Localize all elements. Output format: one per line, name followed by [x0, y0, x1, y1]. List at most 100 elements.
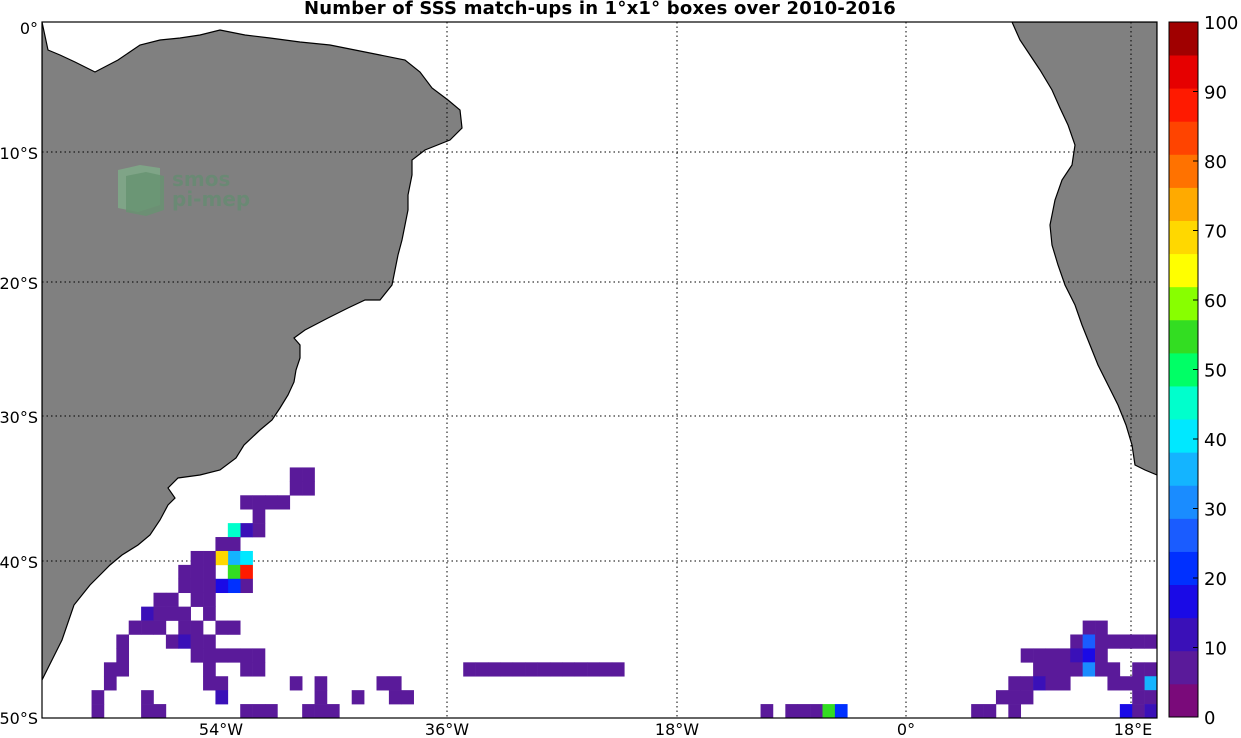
colorbar [1169, 22, 1198, 718]
matchup-cell [277, 495, 291, 510]
matchup-cell [587, 662, 600, 677]
colorbar-segment [1169, 551, 1198, 586]
matchup-cell [823, 718, 836, 732]
matchup-cell [203, 578, 216, 594]
matchup-cell [1095, 620, 1108, 635]
matchup-cell [190, 564, 204, 580]
matchup-cell [252, 509, 266, 524]
matchup-cell [302, 481, 315, 496]
matchup-cell [500, 662, 514, 677]
matchup-cell [1082, 634, 1096, 649]
matchup-cell [190, 592, 204, 607]
matchup-cell [1132, 634, 1145, 649]
colorbar-segment [1169, 22, 1198, 56]
matchup-cell [252, 662, 266, 677]
colorbar-segment [1169, 154, 1198, 188]
matchup-cell [203, 550, 216, 566]
matchup-cell [165, 592, 179, 607]
matchup-cell [525, 662, 538, 677]
matchup-cell [215, 620, 229, 635]
matchup-cell [252, 704, 266, 718]
matchup-cell [995, 690, 1009, 705]
matchup-cell [1057, 662, 1071, 677]
matchup-cell [240, 495, 253, 510]
lat-label: 50°S [0, 709, 38, 728]
matchup-cell [203, 564, 216, 580]
matchup-cell [190, 620, 204, 635]
matchup-cell [314, 704, 328, 718]
lon-label: 54°W [199, 720, 243, 738]
matchup-cell [1070, 662, 1083, 677]
matchup-cell [252, 523, 266, 538]
colorbar-segment [1169, 121, 1198, 155]
matchup-cell [1144, 662, 1157, 677]
matchup-cell [1132, 690, 1145, 705]
colorbar-tick-label: 50 [1204, 361, 1227, 382]
matchup-cell [289, 676, 303, 691]
matchup-cell [983, 704, 997, 718]
matchup-cell [227, 578, 241, 594]
matchup-cell [537, 662, 551, 677]
matchup-cell [475, 662, 489, 677]
matchup-cell [91, 690, 105, 705]
colorbar-tick-label: 30 [1204, 500, 1227, 521]
matchup-cell [227, 564, 241, 580]
matchup-cell [240, 578, 253, 594]
colorbar-tick-label: 90 [1204, 83, 1227, 104]
matchup-cell [203, 634, 216, 649]
matchup-cell [797, 704, 811, 718]
matchup-cell [376, 676, 390, 691]
matchup-cell [240, 564, 253, 580]
matchup-cell [574, 662, 588, 677]
matchup-cell [252, 648, 266, 663]
matchup-cell [1082, 662, 1096, 677]
colorbar-tick-label: 100 [1204, 13, 1238, 34]
matchup-cell [265, 495, 278, 510]
matchup-cell [190, 550, 204, 566]
lat-label: 40°S [0, 553, 38, 572]
matchup-cell [203, 662, 216, 677]
matchup-cell [227, 523, 241, 538]
matchup-cell [153, 620, 167, 635]
lon-label: 18°E [1114, 720, 1152, 738]
matchup-cell [178, 634, 191, 649]
matchup-cell [190, 578, 204, 594]
matchup-cell [265, 718, 278, 732]
lat-label: 10°S [0, 144, 38, 163]
matchup-cell [1070, 634, 1083, 649]
colorbar-ticks: 0 10 20 30 40 50 60 70 80 90 100 [1193, 13, 1238, 729]
matchup-cell [141, 704, 154, 718]
matchup-cell [1095, 662, 1108, 677]
matchup-cell [463, 662, 476, 677]
colorbar-segment [1169, 253, 1198, 288]
matchup-cell [203, 592, 216, 607]
matchup-cell [128, 620, 142, 635]
matchup-cell [265, 704, 278, 718]
matchup-cell [971, 704, 984, 718]
matchup-cell [1082, 648, 1096, 663]
matchup-cell [215, 537, 229, 552]
matchup-cell [178, 564, 191, 580]
matchup-cell [1119, 704, 1133, 718]
matchup-cell [165, 606, 179, 621]
matchup-cell [1020, 648, 1034, 663]
matchup-cell [810, 704, 823, 718]
matchup-cell [215, 578, 229, 594]
matchup-cell [1082, 620, 1096, 635]
colorbar-tick-label: 70 [1204, 222, 1227, 243]
colorbar-tick-label: 40 [1204, 430, 1227, 451]
lat-label: 0° [20, 19, 38, 38]
matchup-cell [227, 620, 241, 635]
matchup-cell [153, 606, 167, 621]
colorbar-tick-label: 0 [1204, 708, 1215, 729]
matchup-cell [785, 704, 799, 718]
matchup-cell [215, 690, 229, 705]
matchup-cell [240, 648, 253, 663]
matchup-cell [1132, 704, 1145, 718]
matchup-cell [215, 676, 229, 691]
matchup-cell [1045, 662, 1059, 677]
matchup-cell [822, 704, 836, 718]
matchup-cell [549, 662, 563, 677]
matchup-cell [227, 550, 241, 566]
matchup-cell [302, 704, 315, 718]
